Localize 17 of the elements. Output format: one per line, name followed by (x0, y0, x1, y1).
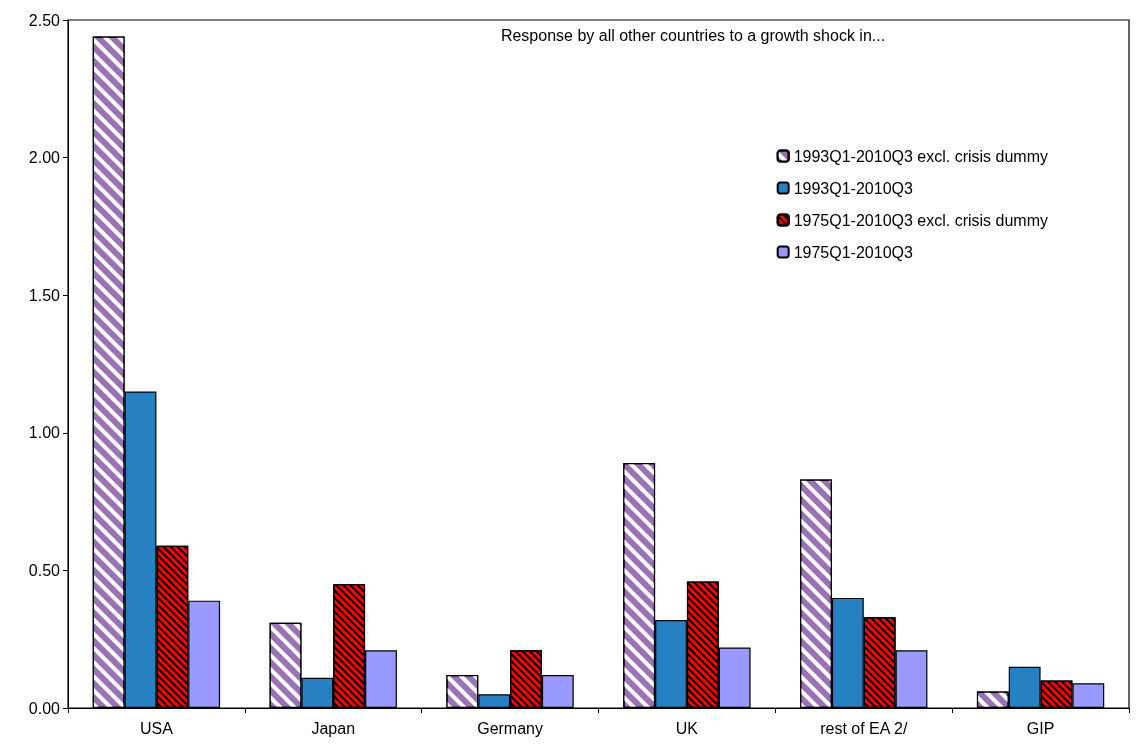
y-tick-label: 2.50 (28, 11, 61, 29)
y-tick-label: 0.00 (28, 699, 61, 717)
x-tick-label: USA (139, 719, 174, 737)
legend-label: 1993Q1-2010Q3 (793, 179, 913, 197)
y-tick-label: 1.50 (28, 286, 61, 304)
legend-label: 1975Q1-2010Q3 excl. crisis dummy (793, 211, 1048, 229)
x-tick-label: Japan (311, 719, 356, 737)
y-tick-label: 1.00 (28, 424, 61, 442)
y-tick-label: 2.00 (28, 149, 61, 167)
x-tick-label: Germany (477, 719, 543, 737)
x-tick-label: GIP (1026, 719, 1055, 737)
chart-title: Response by all other countries to a growth shock in... (500, 26, 886, 44)
x-tick-label: UK (675, 719, 699, 737)
legend-label: 1993Q1-2010Q3 excl. crisis dummy (793, 147, 1048, 165)
y-tick-label: 0.50 (28, 561, 61, 579)
x-tick-label: rest of EA 2/ (820, 719, 908, 737)
legend-label: 1975Q1-2010Q3 (793, 243, 913, 261)
